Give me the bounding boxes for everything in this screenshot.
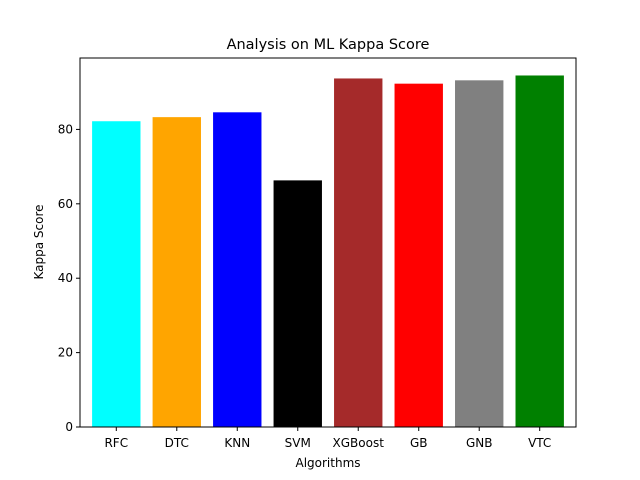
bar-xgboost <box>334 78 383 427</box>
x-tick-label: RFC <box>104 436 128 450</box>
bar-gb <box>394 83 443 428</box>
y-tick-label: 60 <box>58 197 73 211</box>
x-tick-label: XGBoost <box>333 436 385 450</box>
plot-frame <box>79 57 577 428</box>
x-tick-label: KNN <box>224 436 250 450</box>
bar-dtc <box>152 117 201 427</box>
x-axis-ticks: RFC DTC KNN SVM XGBoost GB GNB VTC <box>104 427 551 450</box>
bar-svm <box>273 180 322 427</box>
bar-vtc <box>515 75 564 428</box>
bar-rfc <box>92 121 141 427</box>
y-tick-label: 0 <box>65 420 73 434</box>
x-tick-label: GNB <box>466 436 493 450</box>
x-tick-label: SVM <box>285 436 311 450</box>
y-tick-label: 80 <box>58 122 73 136</box>
y-tick-label: 20 <box>58 346 73 360</box>
chart-title: Analysis on ML Kappa Score <box>227 37 430 53</box>
x-tick-label: VTC <box>528 436 551 450</box>
x-tick-label: GB <box>410 436 428 450</box>
x-tick-label: DTC <box>165 436 189 450</box>
x-axis-label: Algorithms <box>295 456 360 470</box>
y-axis-ticks: 0 20 40 60 80 <box>58 122 80 434</box>
bars-group <box>92 75 564 428</box>
bar-gnb <box>455 80 504 428</box>
bar-knn <box>213 112 262 427</box>
y-axis-label: Kappa Score <box>32 204 46 279</box>
y-tick-label: 40 <box>58 271 73 285</box>
